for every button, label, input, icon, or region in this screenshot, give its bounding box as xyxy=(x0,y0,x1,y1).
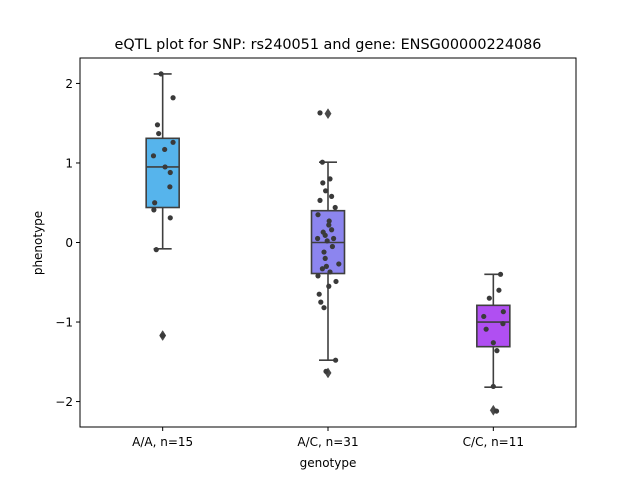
data-point xyxy=(483,326,489,332)
y-axis-label: phenotype xyxy=(31,211,45,275)
data-point xyxy=(332,204,338,211)
data-point xyxy=(319,159,325,165)
data-point xyxy=(333,278,339,285)
y-tick-label: −2 xyxy=(55,395,73,409)
x-tick-label: A/A, n=15 xyxy=(132,435,193,449)
data-point xyxy=(317,110,323,116)
data-point xyxy=(151,207,157,213)
data-point xyxy=(486,295,492,301)
data-point xyxy=(493,408,500,414)
outlier-marker xyxy=(324,108,332,120)
data-point xyxy=(326,218,332,224)
chart-title: eQTL plot for SNP: rs240051 and gene: EN… xyxy=(115,37,542,53)
data-point xyxy=(315,273,321,279)
y-tick-label: 1 xyxy=(65,156,73,170)
data-point xyxy=(318,299,324,305)
data-point xyxy=(319,266,325,272)
data-point xyxy=(481,313,487,320)
data-point xyxy=(490,383,496,390)
data-point xyxy=(162,146,168,153)
y-tick-label: 2 xyxy=(65,77,73,91)
data-point xyxy=(160,332,166,339)
data-point xyxy=(150,153,157,159)
data-point xyxy=(322,255,328,262)
data-point xyxy=(329,243,335,250)
data-point xyxy=(170,139,176,145)
y-tick-label: 0 xyxy=(65,236,73,250)
data-point xyxy=(331,235,337,242)
data-point xyxy=(490,340,496,346)
data-point xyxy=(315,212,321,218)
data-point xyxy=(333,357,339,363)
data-point xyxy=(170,95,176,101)
data-point xyxy=(327,269,333,275)
x-tick-label: C/C, n=11 xyxy=(463,435,524,449)
data-point xyxy=(154,122,161,128)
data-point xyxy=(497,271,504,277)
data-point xyxy=(167,169,173,176)
data-point xyxy=(156,130,162,137)
data-point xyxy=(316,291,322,297)
data-point xyxy=(167,215,173,221)
data-point xyxy=(500,309,506,315)
data-point xyxy=(321,305,327,311)
data-point xyxy=(323,263,329,269)
data-point xyxy=(336,261,342,267)
data-point xyxy=(320,180,326,186)
data-point xyxy=(329,227,335,233)
data-point xyxy=(317,197,323,203)
data-point xyxy=(323,188,329,194)
data-point xyxy=(329,193,335,199)
data-point xyxy=(326,222,332,228)
data-point xyxy=(323,368,329,374)
data-point xyxy=(167,184,173,190)
data-point xyxy=(500,321,506,327)
data-point xyxy=(321,249,327,255)
data-point xyxy=(158,71,164,77)
data-point xyxy=(322,232,328,238)
data-point xyxy=(315,235,321,242)
data-point xyxy=(162,164,168,170)
data-point xyxy=(494,348,500,354)
data-point xyxy=(327,176,333,182)
data-point xyxy=(153,247,159,253)
x-tick-label: A/C, n=31 xyxy=(297,435,358,449)
x-axis-label: genotype xyxy=(300,456,357,470)
y-tick-label: −1 xyxy=(55,316,73,330)
data-point xyxy=(152,200,158,206)
data-point xyxy=(496,287,502,293)
data-point xyxy=(326,283,332,289)
data-point xyxy=(324,238,330,244)
